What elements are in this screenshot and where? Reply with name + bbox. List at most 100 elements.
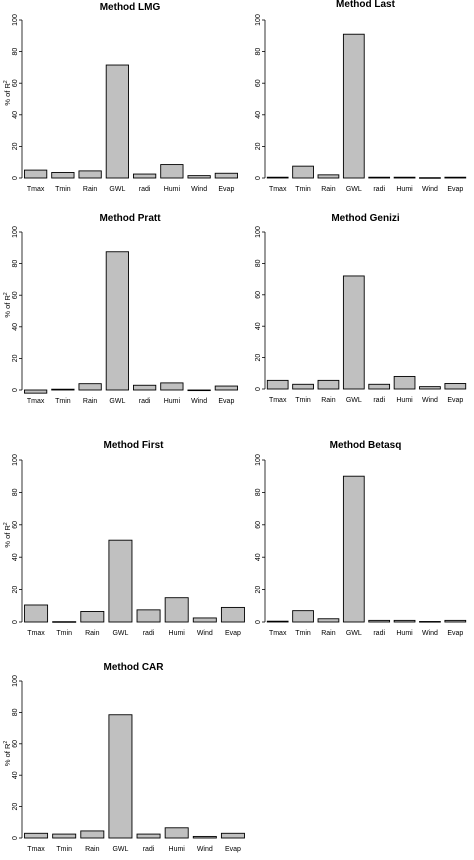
chart-title: Method CAR <box>104 662 165 673</box>
x-tick-label: Wind <box>422 630 438 637</box>
y-tick-label: 0 <box>12 388 19 392</box>
x-tick-label: Rain <box>85 630 100 637</box>
x-tick-label: Evap <box>225 630 241 637</box>
bar-tmin <box>292 610 314 623</box>
y-axis-label: % of R2 <box>3 80 12 106</box>
y-tick-label: 40 <box>255 111 262 119</box>
y-tick-label: 20 <box>12 354 19 362</box>
bar-wind <box>192 617 217 623</box>
chart-panel: Method LMG 0 20 40 60 80 100 % of R2 Tmax Tmin Rai… <box>3 2 238 193</box>
bar-radi <box>368 176 391 179</box>
bar-tmax <box>266 379 289 390</box>
x-tick-label: radi <box>373 630 385 637</box>
x-tick-label: Rain <box>85 846 100 853</box>
chart-panel: Method Betasq 0 20 40 60 80 100 Tmax Tmin Rain GWL… <box>255 440 467 637</box>
bar-rain <box>317 618 340 623</box>
y-tick-label: 60 <box>255 521 262 529</box>
y-axis-label: % of R2 <box>3 292 12 318</box>
x-tick-label: Humi <box>396 186 413 193</box>
x-tick-label: Evap <box>447 397 463 404</box>
bar-evap <box>220 832 245 839</box>
x-tick-label: Tmin <box>56 630 72 637</box>
x-tick-label: Tmin <box>295 630 311 637</box>
x-tick-label: radi <box>143 846 155 853</box>
bar-evap <box>220 606 245 623</box>
x-tick-label: Wind <box>422 186 438 193</box>
bar-evap <box>444 383 467 390</box>
x-tick-label: Wind <box>197 630 213 637</box>
bar-radi <box>368 619 391 623</box>
x-tick-label: GWL <box>109 398 125 405</box>
x-tick-label: GWL <box>346 186 362 193</box>
x-tick-label: Tmax <box>269 397 287 404</box>
y-tick-label: 100 <box>12 454 19 466</box>
y-axis-label: % of R2 <box>3 741 12 767</box>
x-tick-label: Humi <box>164 398 181 405</box>
y-tick-label: 100 <box>255 454 262 466</box>
x-tick-label: Tmin <box>295 186 311 193</box>
bar-tmax <box>24 169 48 179</box>
y-tick-label: 0 <box>255 620 262 624</box>
x-tick-label: Humi <box>164 186 181 193</box>
y-tick-label: 80 <box>12 48 19 56</box>
x-tick-label: Rain <box>321 630 336 637</box>
bar-tmax <box>266 176 289 179</box>
y-tick-label: 100 <box>12 226 19 238</box>
bar-humi <box>160 382 184 391</box>
bar-wind <box>187 175 211 179</box>
bar-radi <box>368 383 391 390</box>
x-tick-label: Rain <box>83 398 98 405</box>
x-tick-label: radi <box>373 186 385 193</box>
y-tick-label: 40 <box>12 771 19 779</box>
chart-title: Method Pratt <box>99 213 161 224</box>
y-tick-label: 40 <box>255 322 262 330</box>
x-tick-label: Rain <box>321 186 336 193</box>
y-tick-label: 60 <box>12 79 19 87</box>
x-tick-label: Humi <box>169 846 186 853</box>
y-tick-label: 20 <box>12 586 19 594</box>
chart-panel: Method Last 0 20 40 60 80 100 Tmax Tmin Rain GWL ra… <box>255 0 467 193</box>
x-tick-label: Tmin <box>55 398 71 405</box>
chart-title: Method LMG <box>100 2 161 13</box>
x-tick-label: Rain <box>83 186 98 193</box>
y-tick-label: 20 <box>255 354 262 362</box>
bar-humi <box>164 827 189 839</box>
x-tick-label: Tmin <box>295 397 311 404</box>
bar-gwl <box>105 64 129 179</box>
y-tick-label: 0 <box>12 836 19 840</box>
x-tick-label: Rain <box>321 397 336 404</box>
y-tick-label: 80 <box>255 488 262 496</box>
y-tick-label: 60 <box>255 291 262 299</box>
x-tick-label: GWL <box>346 630 362 637</box>
x-tick-label: Wind <box>197 846 213 853</box>
chart-panel: Method CAR 0 20 40 60 80 100 % of R2 Tmax Tmin Rai… <box>3 662 245 853</box>
x-tick-label: Wind <box>191 186 207 193</box>
bar-evap <box>214 385 238 391</box>
y-tick-label: 20 <box>255 142 262 150</box>
x-tick-label: Humi <box>169 630 186 637</box>
bar-tmax <box>24 604 49 623</box>
bar-tmin <box>52 833 77 839</box>
bar-gwl <box>108 714 133 839</box>
bar-rain <box>78 170 102 179</box>
bar-gwl <box>342 33 365 179</box>
x-tick-label: Tmax <box>27 186 45 193</box>
bar-gwl <box>342 275 365 390</box>
bar-radi <box>132 384 157 391</box>
x-tick-label: radi <box>143 630 155 637</box>
chart-title: Method Genizi <box>331 213 400 224</box>
y-tick-label: 80 <box>12 488 19 496</box>
x-tick-label: Wind <box>422 397 438 404</box>
chart-panel: Method First 0 20 40 60 80 100 % of R2 Tmax Tmin R… <box>3 440 245 637</box>
x-tick-label: GWL <box>112 630 128 637</box>
y-tick-label: 20 <box>12 142 19 150</box>
y-tick-label: 100 <box>255 14 262 26</box>
bar-gwl <box>108 539 133 623</box>
chart-panel: Method Pratt 0 20 40 60 80 100 % of R2 Tmax Tmin R… <box>3 213 238 405</box>
bar-wind <box>187 389 211 392</box>
y-tick-label: 80 <box>12 260 19 268</box>
bar-tmin <box>292 383 314 390</box>
y-tick-label: 80 <box>12 708 19 716</box>
bar-evap <box>444 176 467 179</box>
